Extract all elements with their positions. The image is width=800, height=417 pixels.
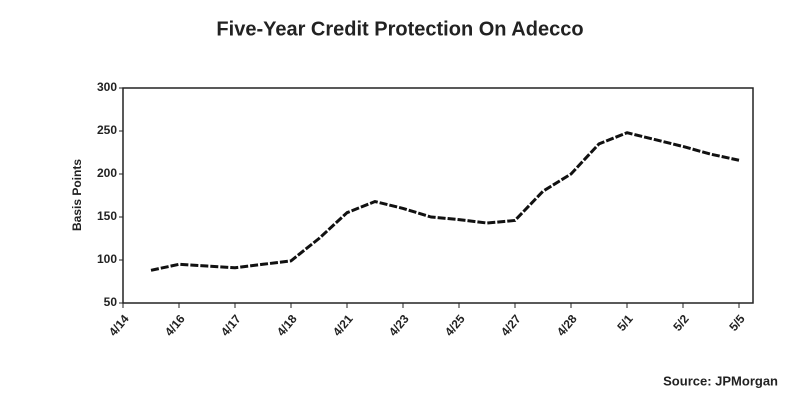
x-tick-label: 4/16 xyxy=(162,312,188,339)
x-tick-label: 5/2 xyxy=(670,312,692,334)
y-axis-label: Basis Points xyxy=(70,159,84,231)
x-tick-label: 4/17 xyxy=(218,312,244,339)
source: Source: JPMorgan xyxy=(663,373,778,388)
plot-frame xyxy=(122,87,754,304)
x-tick-label: 4/27 xyxy=(498,312,524,339)
x-tick-label: 4/23 xyxy=(386,312,412,339)
y-tick-label: 150 xyxy=(97,209,117,223)
y-tick-label: 50 xyxy=(104,295,118,309)
chart-title: Five-Year Credit Protection On Adecco xyxy=(216,18,583,40)
x-tick-label: 4/21 xyxy=(330,312,356,339)
x-tick-label: 5/5 xyxy=(726,312,748,334)
y-tick-label: 200 xyxy=(97,166,117,180)
x-tick-label: 4/18 xyxy=(274,312,300,339)
x-tick-label: 5/1 xyxy=(614,312,636,334)
x-tick-label: 4/25 xyxy=(442,312,468,339)
x-tick-label: 4/14 xyxy=(106,312,132,339)
x-tick-label: 4/28 xyxy=(554,312,580,339)
y-tick-label: 250 xyxy=(97,123,117,137)
y-tick-label: 300 xyxy=(97,80,117,94)
line-series xyxy=(150,131,740,272)
y-tick-label: 100 xyxy=(97,252,117,266)
